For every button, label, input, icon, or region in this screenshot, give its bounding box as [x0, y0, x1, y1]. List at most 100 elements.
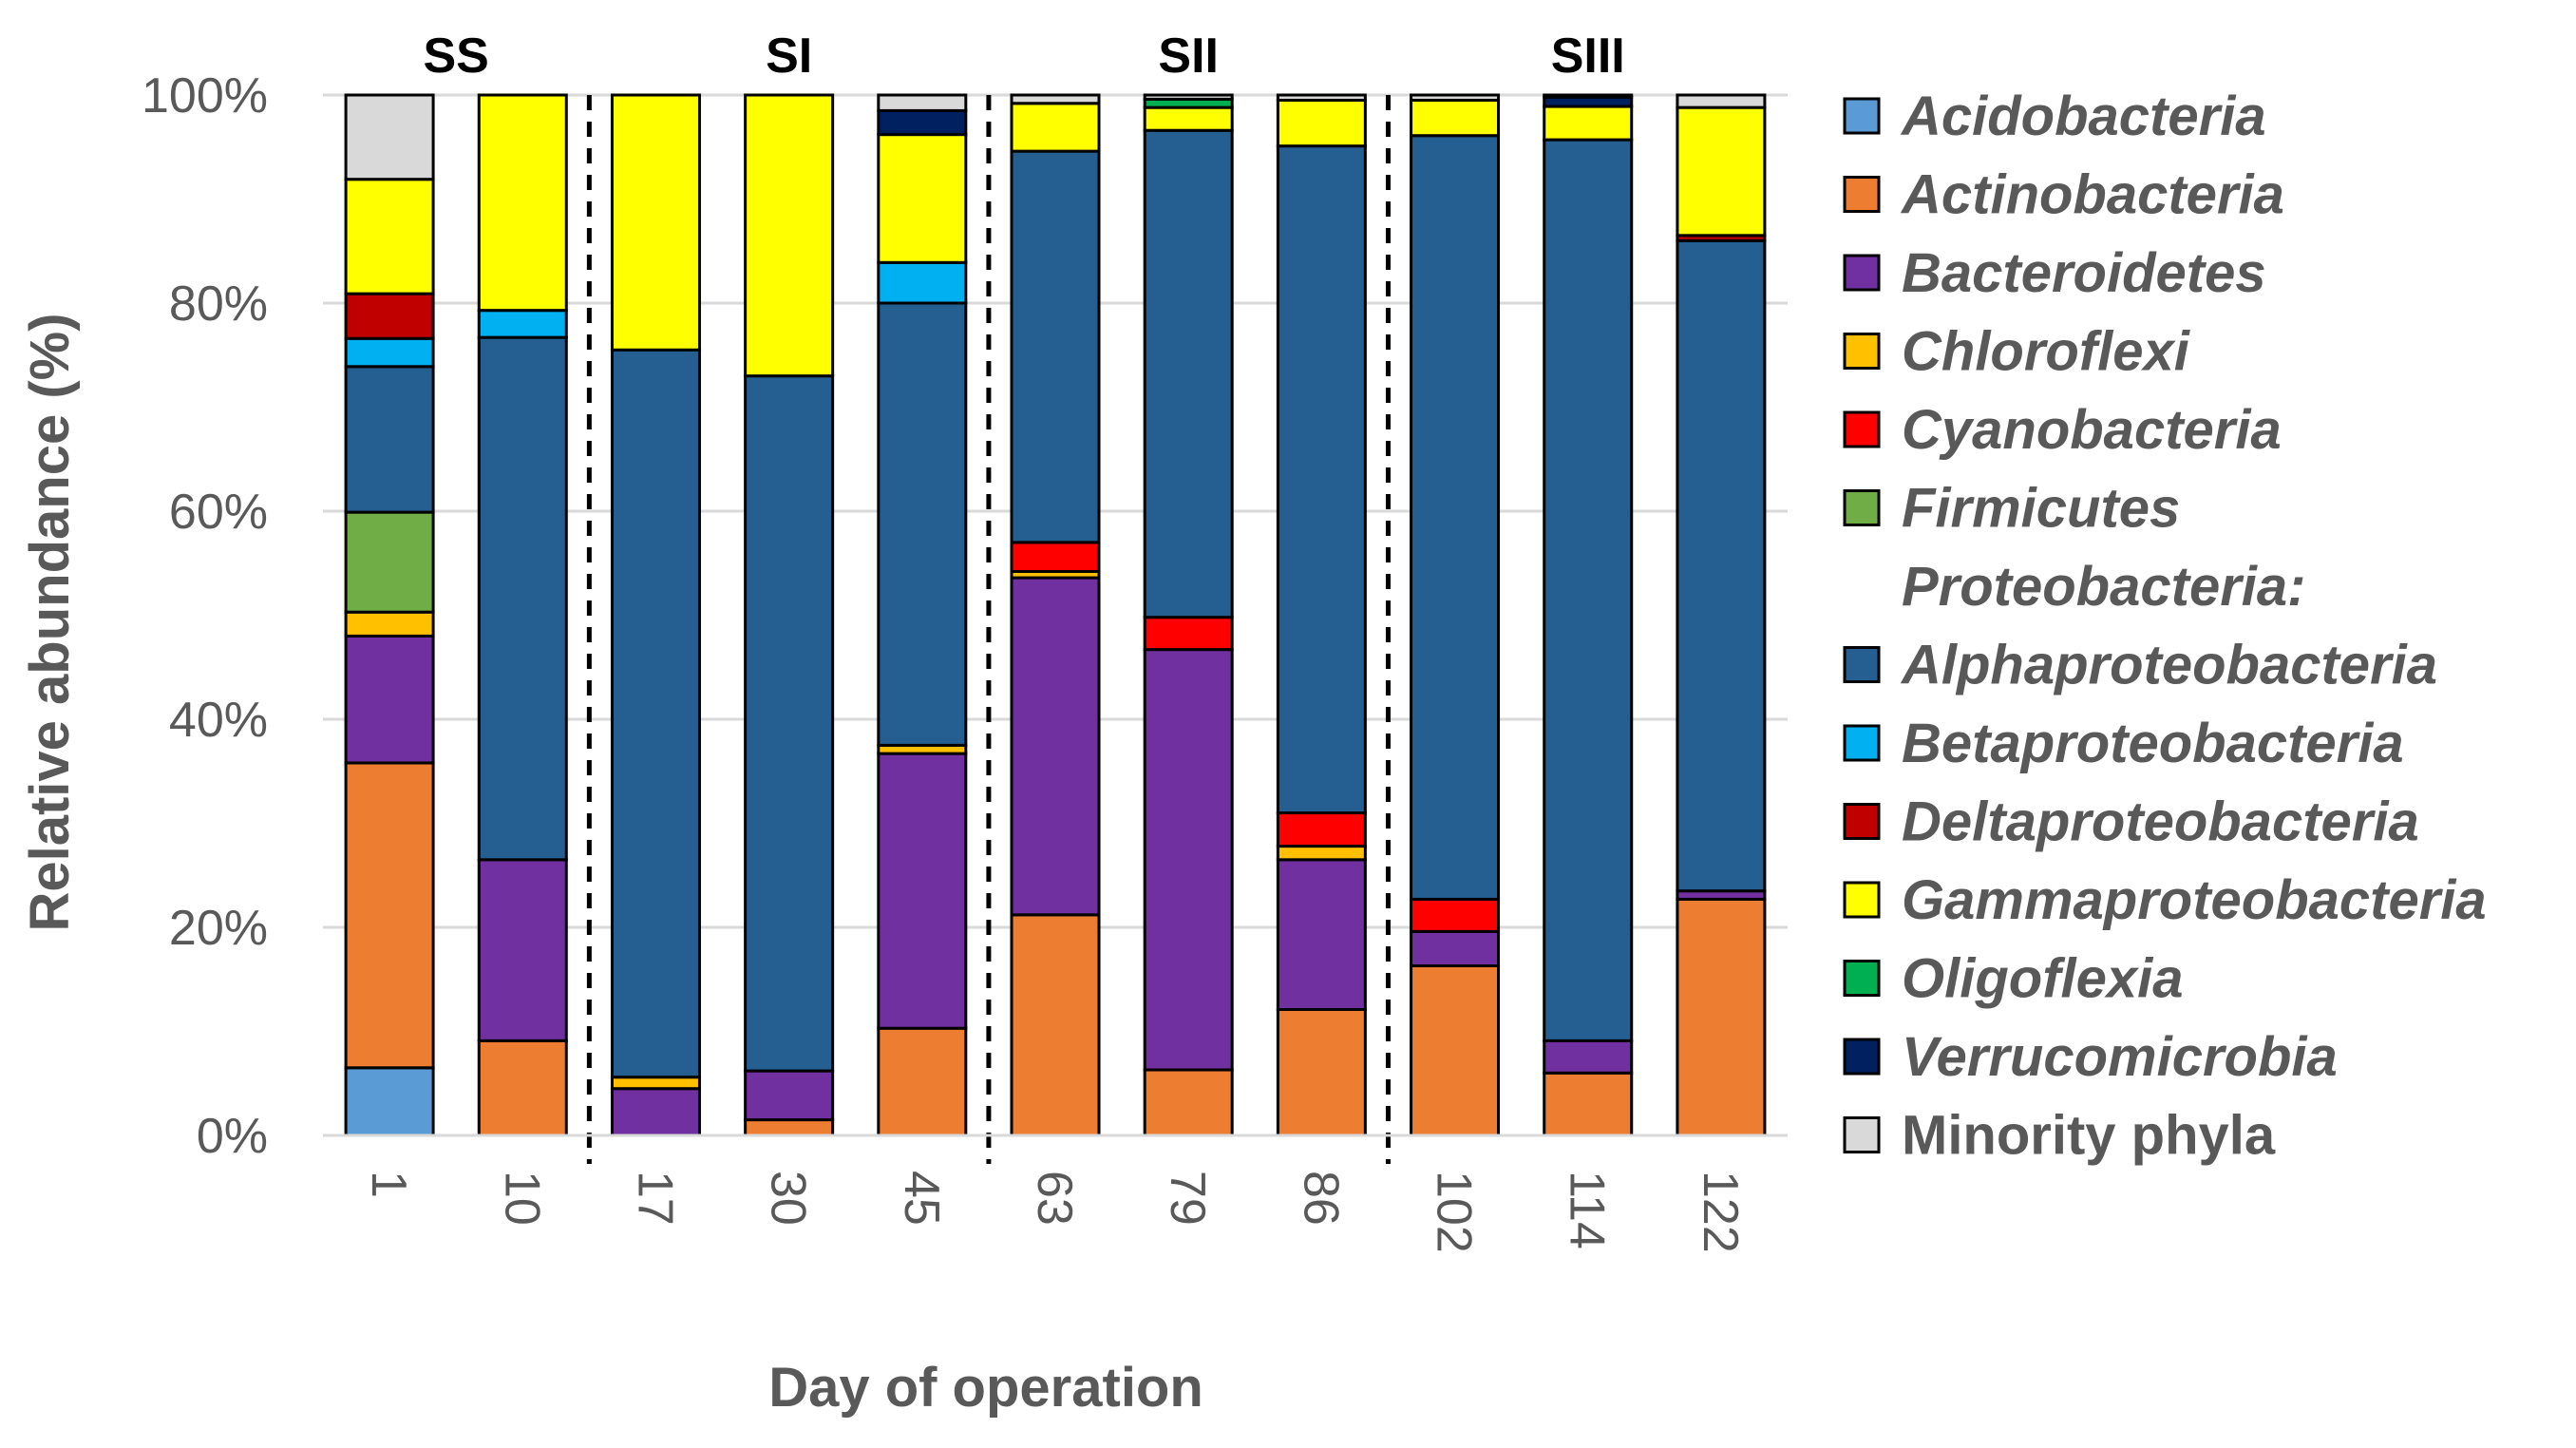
- legend-swatch: [1843, 1116, 1881, 1153]
- legend-label: Firmicutes: [1902, 478, 2180, 540]
- legend-label: Deltaproteobacteria: [1902, 791, 2419, 853]
- bar-segment: [1543, 1071, 1634, 1137]
- bar-segment: [1010, 913, 1101, 1137]
- legend: Acidobacteria Actinobacteria Bacteroidetes…: [1843, 86, 2487, 1167]
- bar-segment: [744, 93, 835, 378]
- stage-label: SI: [766, 29, 812, 84]
- legend-swatch: [1843, 254, 1881, 292]
- legend-item: Minority phyla: [1843, 1105, 2276, 1167]
- legend-label: Minority phyla: [1902, 1105, 2276, 1167]
- bar-segment: [1143, 93, 1234, 101]
- bar-segment: [1543, 93, 1634, 99]
- x-tick-label: 114: [1560, 1171, 1615, 1249]
- legend-swatch: [1843, 1038, 1881, 1076]
- legend-label: Betaproteobacteria: [1902, 713, 2404, 774]
- bar-segment: [1143, 648, 1234, 1072]
- x-axis-ticks: 1 10 17 30 45 63 79 86 102 114 122: [361, 1171, 1748, 1253]
- bar-segment: [344, 336, 435, 369]
- bar-stack-day-79: [1143, 93, 1234, 1137]
- legend-item: Alphaproteobacteria: [1843, 635, 2437, 696]
- bar-segment: [610, 348, 701, 1079]
- legend-label: Acidobacteria: [1900, 86, 2266, 147]
- bar-segment: [1276, 1008, 1367, 1137]
- bar-stack-day-114: [1543, 93, 1634, 1137]
- legend-swatch: [1843, 803, 1881, 840]
- x-tick-label: 122: [1693, 1171, 1748, 1253]
- bar-segment: [1410, 929, 1501, 968]
- legend-item: Verrucomicrobia: [1843, 1026, 2338, 1088]
- legend-label: Verrucomicrobia: [1902, 1026, 2338, 1088]
- legend-swatch: [1843, 724, 1881, 762]
- bar-segment: [1543, 105, 1634, 142]
- bar-segment: [1543, 138, 1634, 1042]
- legend-swatch: [1843, 489, 1881, 526]
- bar-segment: [1276, 144, 1367, 815]
- bar-segment: [610, 1087, 701, 1137]
- x-tick-label: 102: [1427, 1171, 1482, 1253]
- bar-segment: [877, 108, 968, 137]
- bar-segment: [1410, 98, 1501, 138]
- legend-item: Betaproteobacteria: [1843, 713, 2404, 774]
- x-axis-title: Day of operation: [768, 1357, 1203, 1419]
- bar-stack-day-17: [610, 93, 701, 1137]
- bar-segment: [877, 1026, 968, 1137]
- legend-group-header: Proteobacteria:: [1902, 556, 2305, 618]
- bars: [344, 93, 1767, 1137]
- y-tick-label: 100%: [142, 68, 268, 124]
- stage-dividers: [586, 95, 1391, 1164]
- legend-label: Gammaproteobacteria: [1902, 869, 2487, 931]
- bar-segment: [877, 133, 968, 264]
- x-tick-label: 17: [627, 1171, 682, 1226]
- bar-segment: [1010, 149, 1101, 544]
- bar-segment: [1276, 98, 1367, 148]
- x-tick-label: 1: [361, 1171, 416, 1198]
- bar-stack-day-30: [744, 93, 835, 1137]
- x-tick-label: 86: [1293, 1171, 1348, 1226]
- bar-segment: [1143, 105, 1234, 132]
- bar-segment: [877, 260, 968, 305]
- bar-segment: [744, 1118, 835, 1137]
- x-tick-label: 30: [761, 1171, 816, 1226]
- y-axis-ticks: 0% 20% 40% 60% 80% 100%: [142, 68, 268, 1164]
- bar-segment: [1010, 576, 1101, 917]
- bar-segment: [1010, 102, 1101, 153]
- bar-segment: [344, 634, 435, 765]
- bar-segment: [344, 610, 435, 638]
- bar-segment: [344, 510, 435, 614]
- bar-segment: [1676, 105, 1767, 238]
- x-tick-label: 10: [494, 1171, 549, 1226]
- y-tick-label: 20%: [169, 901, 268, 956]
- legend-item: Chloroflexi: [1843, 321, 2191, 383]
- bar-stack-day-45: [877, 93, 968, 1137]
- bar-stack-day-63: [1010, 93, 1101, 1137]
- bar-segment: [1143, 1068, 1234, 1137]
- legend-label: Actinobacteria: [1900, 164, 2284, 226]
- bar-segment: [1410, 134, 1501, 901]
- legend-swatch: [1843, 97, 1881, 135]
- bar-segment: [744, 1069, 835, 1122]
- bar-segment: [1676, 93, 1767, 109]
- bar-segment: [1410, 964, 1501, 1137]
- bar-segment: [877, 301, 968, 747]
- bar-segment: [1276, 811, 1367, 848]
- legend-swatch: [1843, 960, 1881, 997]
- bar-segment: [1676, 897, 1767, 1137]
- legend-item: Gammaproteobacteria: [1843, 869, 2487, 931]
- bar-segment: [877, 93, 968, 112]
- stage-labels: SS SI SII SIII: [423, 29, 1624, 84]
- bar-segment: [877, 752, 968, 1030]
- bar-segment: [1543, 1038, 1634, 1075]
- legend-item: Bacteroidetes: [1843, 242, 2266, 304]
- y-tick-label: 40%: [169, 693, 268, 748]
- legend-swatch: [1843, 646, 1881, 683]
- bar-segment: [1676, 238, 1767, 893]
- stage-label: SS: [423, 29, 488, 84]
- bar-stack-day-1: [344, 93, 435, 1137]
- legend-label: Bacteroidetes: [1902, 242, 2266, 304]
- bar-segment: [1010, 541, 1101, 574]
- bar-segment: [344, 1066, 435, 1137]
- bar-segment: [477, 858, 568, 1042]
- bar-stack-day-86: [1276, 93, 1367, 1137]
- legend-label: Cyanobacteria: [1902, 399, 2282, 461]
